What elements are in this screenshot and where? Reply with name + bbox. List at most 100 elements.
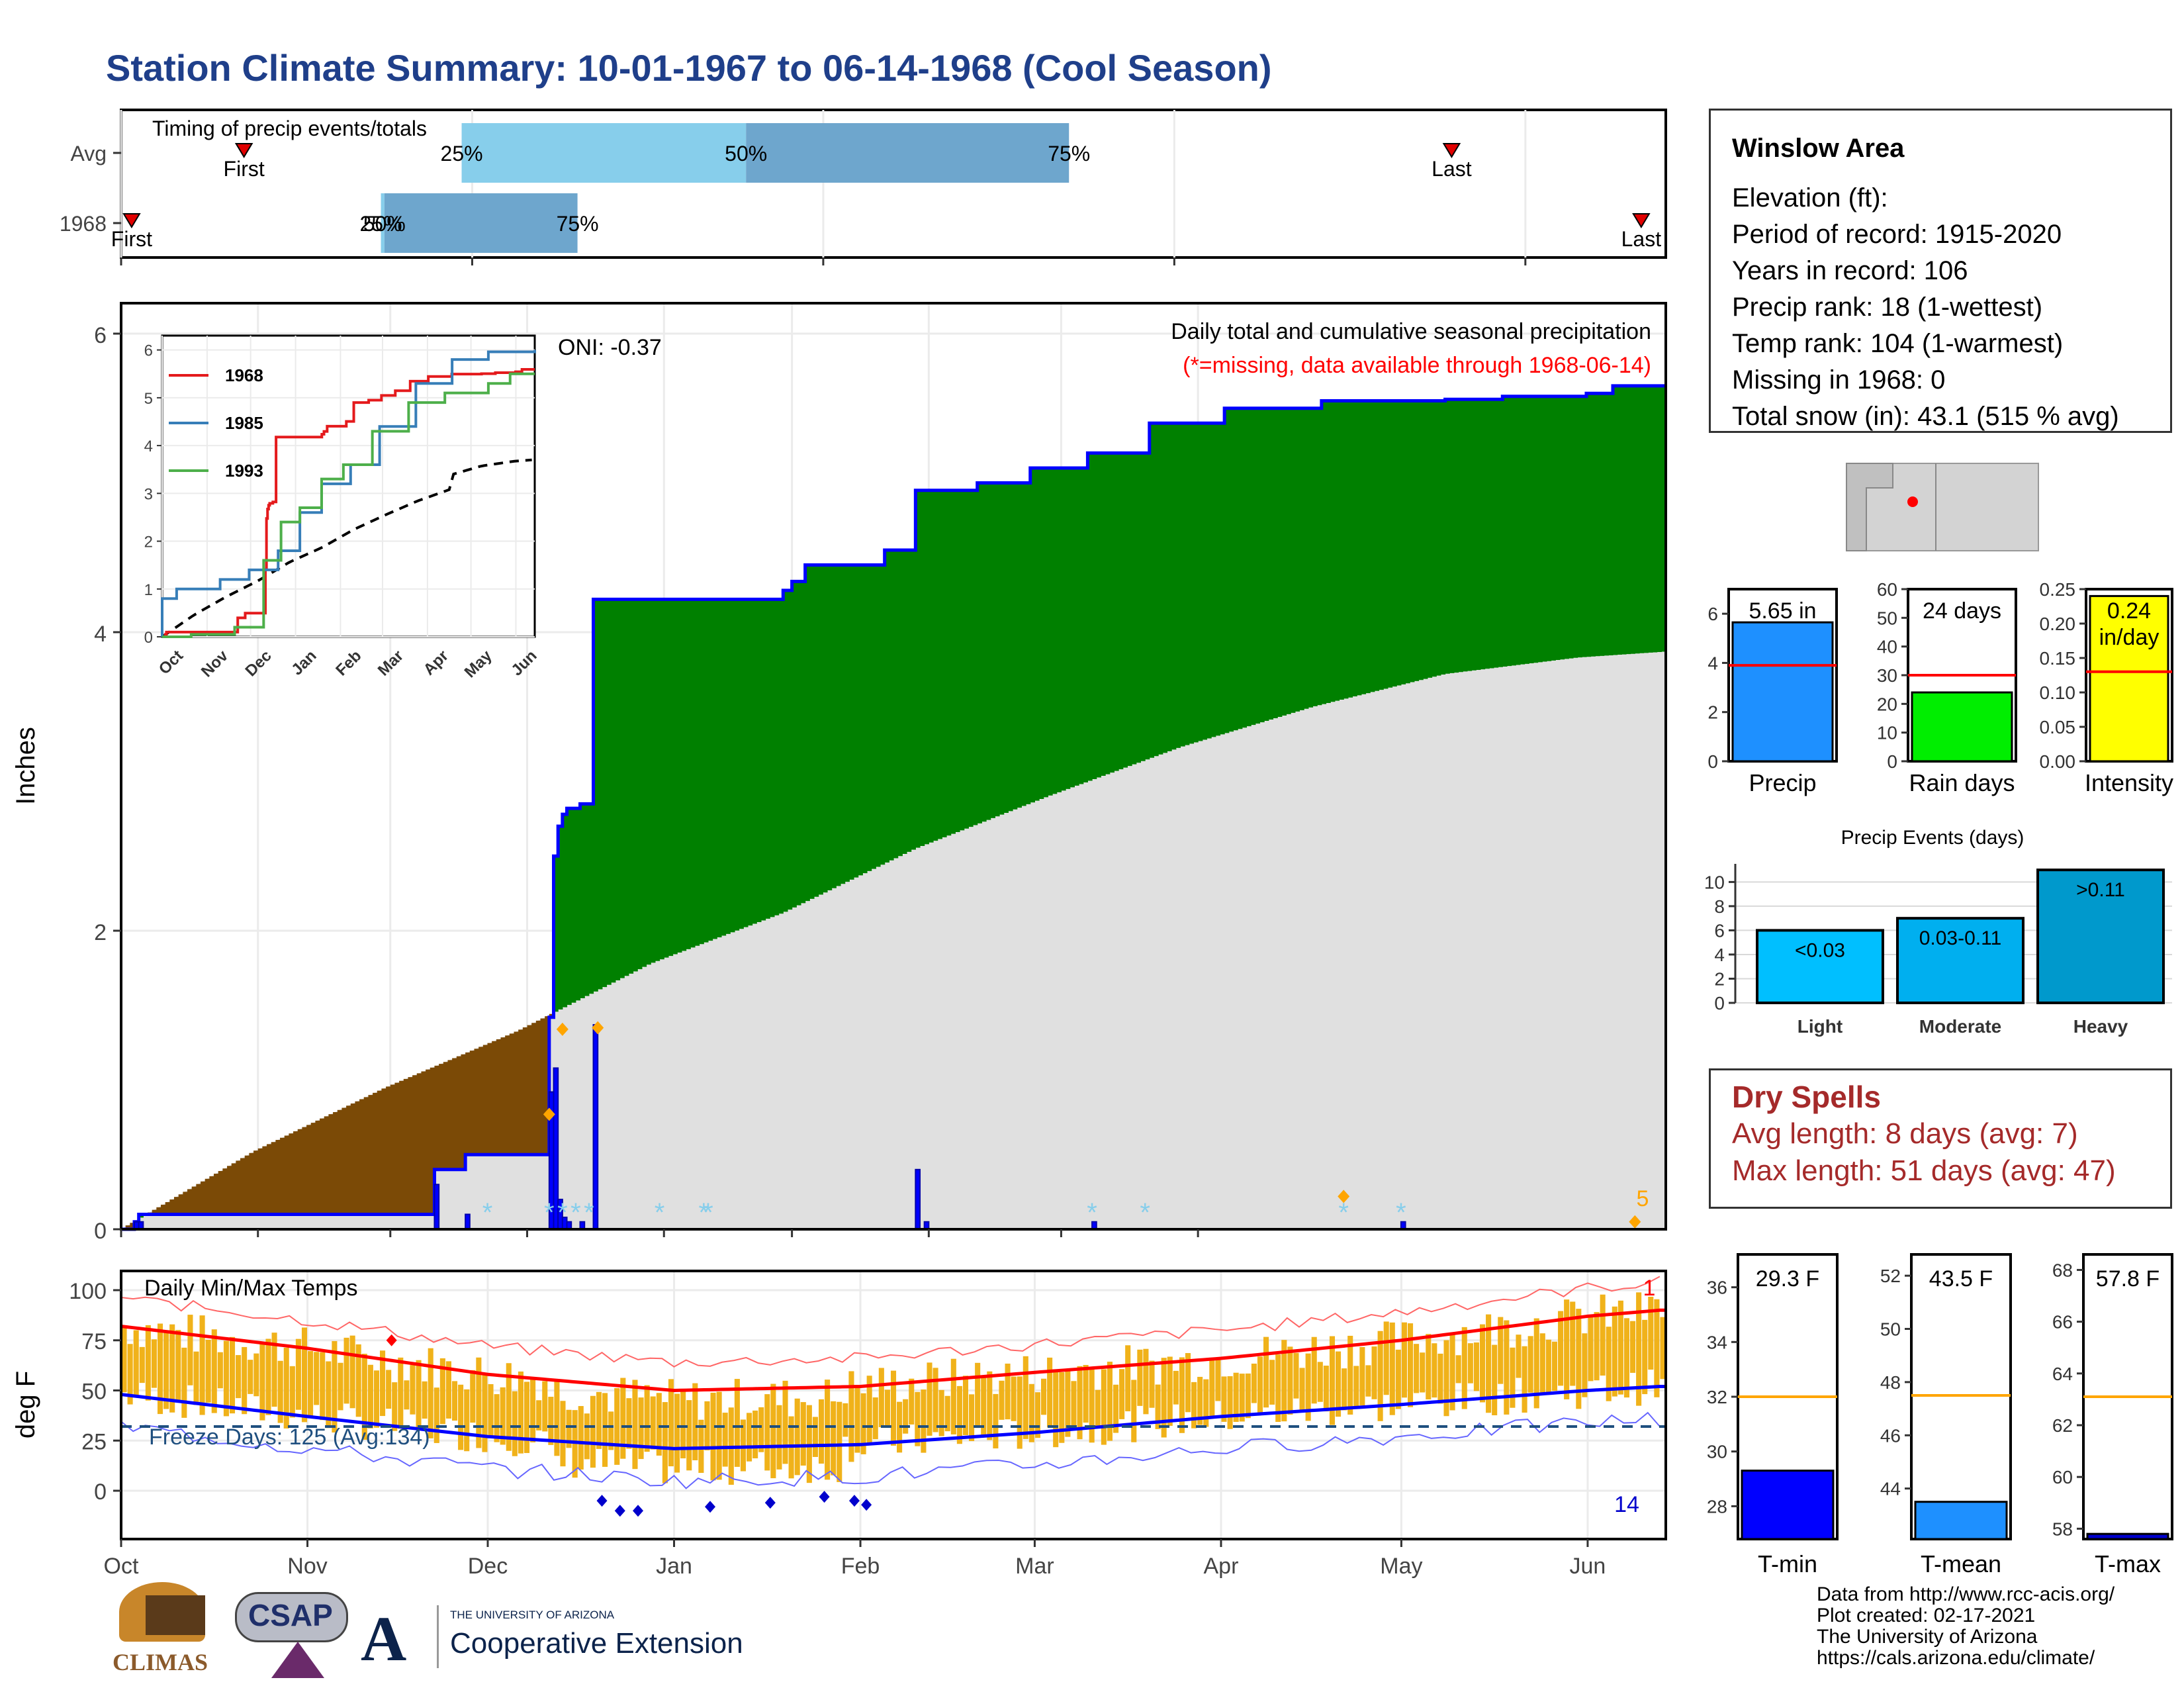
temp-summary-ytick-label: 30 — [1707, 1442, 1727, 1462]
daily-temp-bar — [265, 1338, 271, 1415]
daily-temp-bar — [722, 1413, 728, 1467]
daily-temp-bar — [248, 1360, 253, 1394]
daily-temp-bar — [884, 1389, 890, 1427]
daily-temp-bar — [956, 1385, 962, 1444]
events-ytick-label: 8 — [1714, 896, 1725, 917]
precip-event-marker — [592, 1021, 604, 1035]
daily-temp-bar — [1131, 1380, 1137, 1442]
daily-temp-bar — [806, 1405, 812, 1483]
daily-temp-bar — [1347, 1335, 1353, 1415]
daily-temp-bar — [854, 1385, 860, 1453]
timing-first-marker — [122, 213, 141, 228]
daily-temp-bar — [259, 1344, 265, 1421]
daily-temp-bar — [253, 1353, 259, 1397]
summary-bar-ytick-label: 0.20 — [2040, 614, 2076, 634]
daily-temp-bar — [614, 1388, 620, 1465]
daily-temp-bar — [938, 1389, 944, 1436]
station-line: Elevation (ft): — [1732, 183, 1888, 212]
timing-p75-label: 75% — [557, 212, 599, 236]
daily-temp-bar — [800, 1402, 806, 1466]
daily-temp-bar — [680, 1389, 686, 1459]
daily-temp-bar — [710, 1392, 716, 1481]
daily-temp-bar — [1582, 1333, 1588, 1397]
snow-marker: * — [1140, 1198, 1150, 1227]
daily-temp-bar — [506, 1363, 512, 1451]
temp-summary-label: T-mean — [1921, 1550, 2001, 1577]
daily-temp-bar — [332, 1340, 338, 1433]
summary-bar-label: Intensity — [2085, 769, 2173, 796]
temp-summary-ytick-label: 32 — [1707, 1387, 1727, 1407]
daily-temp-bar — [458, 1384, 464, 1450]
daily-temp-bar — [1522, 1346, 1527, 1413]
daily-temp-bar — [1317, 1362, 1323, 1402]
snow-marker: * — [698, 1198, 709, 1227]
record-low-marker — [848, 1495, 860, 1507]
daily-temp-bar — [1642, 1319, 1648, 1395]
daily-temp-bar — [217, 1352, 223, 1389]
daily-temp-bar — [812, 1417, 818, 1457]
daily-temp-bar — [1047, 1357, 1053, 1428]
ua-logo: A THE UNIVERSITY OF ARIZONA Cooperative … — [361, 1602, 758, 1675]
daily-temp-bar — [740, 1419, 746, 1472]
daily-temp-bar — [1492, 1344, 1498, 1416]
daily-temp-bar — [686, 1400, 692, 1471]
daily-temp-bar — [386, 1370, 392, 1409]
daily-temp-bar — [193, 1351, 199, 1405]
temp-summary-ytick-label: 28 — [1707, 1496, 1727, 1517]
daily-temp-bar — [1588, 1316, 1594, 1382]
temp-ylabel: deg F — [11, 1371, 40, 1438]
daily-temp-bar — [1071, 1381, 1077, 1429]
daily-temp-bar — [1359, 1346, 1365, 1406]
daily-temp-bar — [536, 1400, 542, 1430]
snow-marker: * — [1338, 1198, 1349, 1227]
summary-bar-fill — [2089, 594, 2169, 763]
summary-bar-value: in/day — [2099, 625, 2160, 650]
daily-temp-bar — [572, 1410, 578, 1478]
events-bar-range-label: <0.03 — [1795, 939, 1845, 961]
inset-ytick-label: 2 — [144, 534, 153, 551]
daily-temp-bar — [223, 1340, 229, 1417]
daily-temp-bar — [878, 1368, 884, 1427]
daily-temp-bar — [127, 1344, 133, 1405]
daily-temp-bar — [314, 1352, 320, 1405]
daily-temp-bar — [1203, 1379, 1209, 1427]
record-high-marker — [386, 1334, 397, 1346]
dry-spells-box: Dry Spells Avg length: 8 days (avg: 7) M… — [1709, 1068, 2172, 1209]
daily-temp-bar — [271, 1333, 277, 1407]
daily-temp-bar — [674, 1393, 680, 1473]
daily-temp-bar — [133, 1330, 139, 1396]
daily-temp-bar — [1215, 1357, 1221, 1401]
daily-temp-bar — [638, 1397, 644, 1460]
daily-temp-bar — [1275, 1354, 1281, 1422]
daily-temp-bar — [746, 1413, 752, 1462]
timing-bar-50-75 — [746, 123, 1069, 183]
daily-temp-bar — [668, 1379, 674, 1467]
temp-record-high-count: 1 — [1643, 1276, 1656, 1301]
daily-temp-bar — [656, 1393, 662, 1456]
daily-temp-bar — [950, 1358, 956, 1434]
daily-temp-bar — [692, 1383, 698, 1460]
daily-temp-bar — [404, 1380, 410, 1410]
daily-temp-bar — [1233, 1372, 1239, 1422]
station-line: Missing in 1968: 0 — [1732, 365, 1946, 395]
daily-temp-bar — [1305, 1353, 1311, 1421]
daily-temp-bar — [734, 1379, 740, 1467]
daily-temp-bar — [355, 1344, 361, 1417]
daily-temp-bar — [1287, 1346, 1293, 1415]
daily-temp-bar — [927, 1362, 933, 1436]
events-category-label: Light — [1797, 1016, 1843, 1037]
daily-temp-bar — [1161, 1358, 1167, 1438]
daily-temp-bar — [1137, 1349, 1143, 1406]
daily-temp-bar — [530, 1379, 536, 1442]
temp-summary-label: T-min — [1758, 1550, 1817, 1577]
inset-ytick-label: 6 — [144, 342, 153, 360]
inset-ytick-label: 0 — [144, 629, 153, 647]
daily-temp-bar — [1389, 1322, 1395, 1415]
summary-bar-ytick-label: 30 — [1877, 665, 1897, 686]
summary-bar-ytick-label: 0.10 — [2040, 682, 2076, 703]
arizona-map-neighbor — [1846, 463, 1893, 551]
climas-emblem-dark — [146, 1595, 205, 1635]
temp-plot-frame — [120, 1270, 1667, 1540]
daily-temp-bar — [361, 1354, 367, 1440]
timing-panel-title: Timing of precip events/totals — [152, 117, 427, 140]
